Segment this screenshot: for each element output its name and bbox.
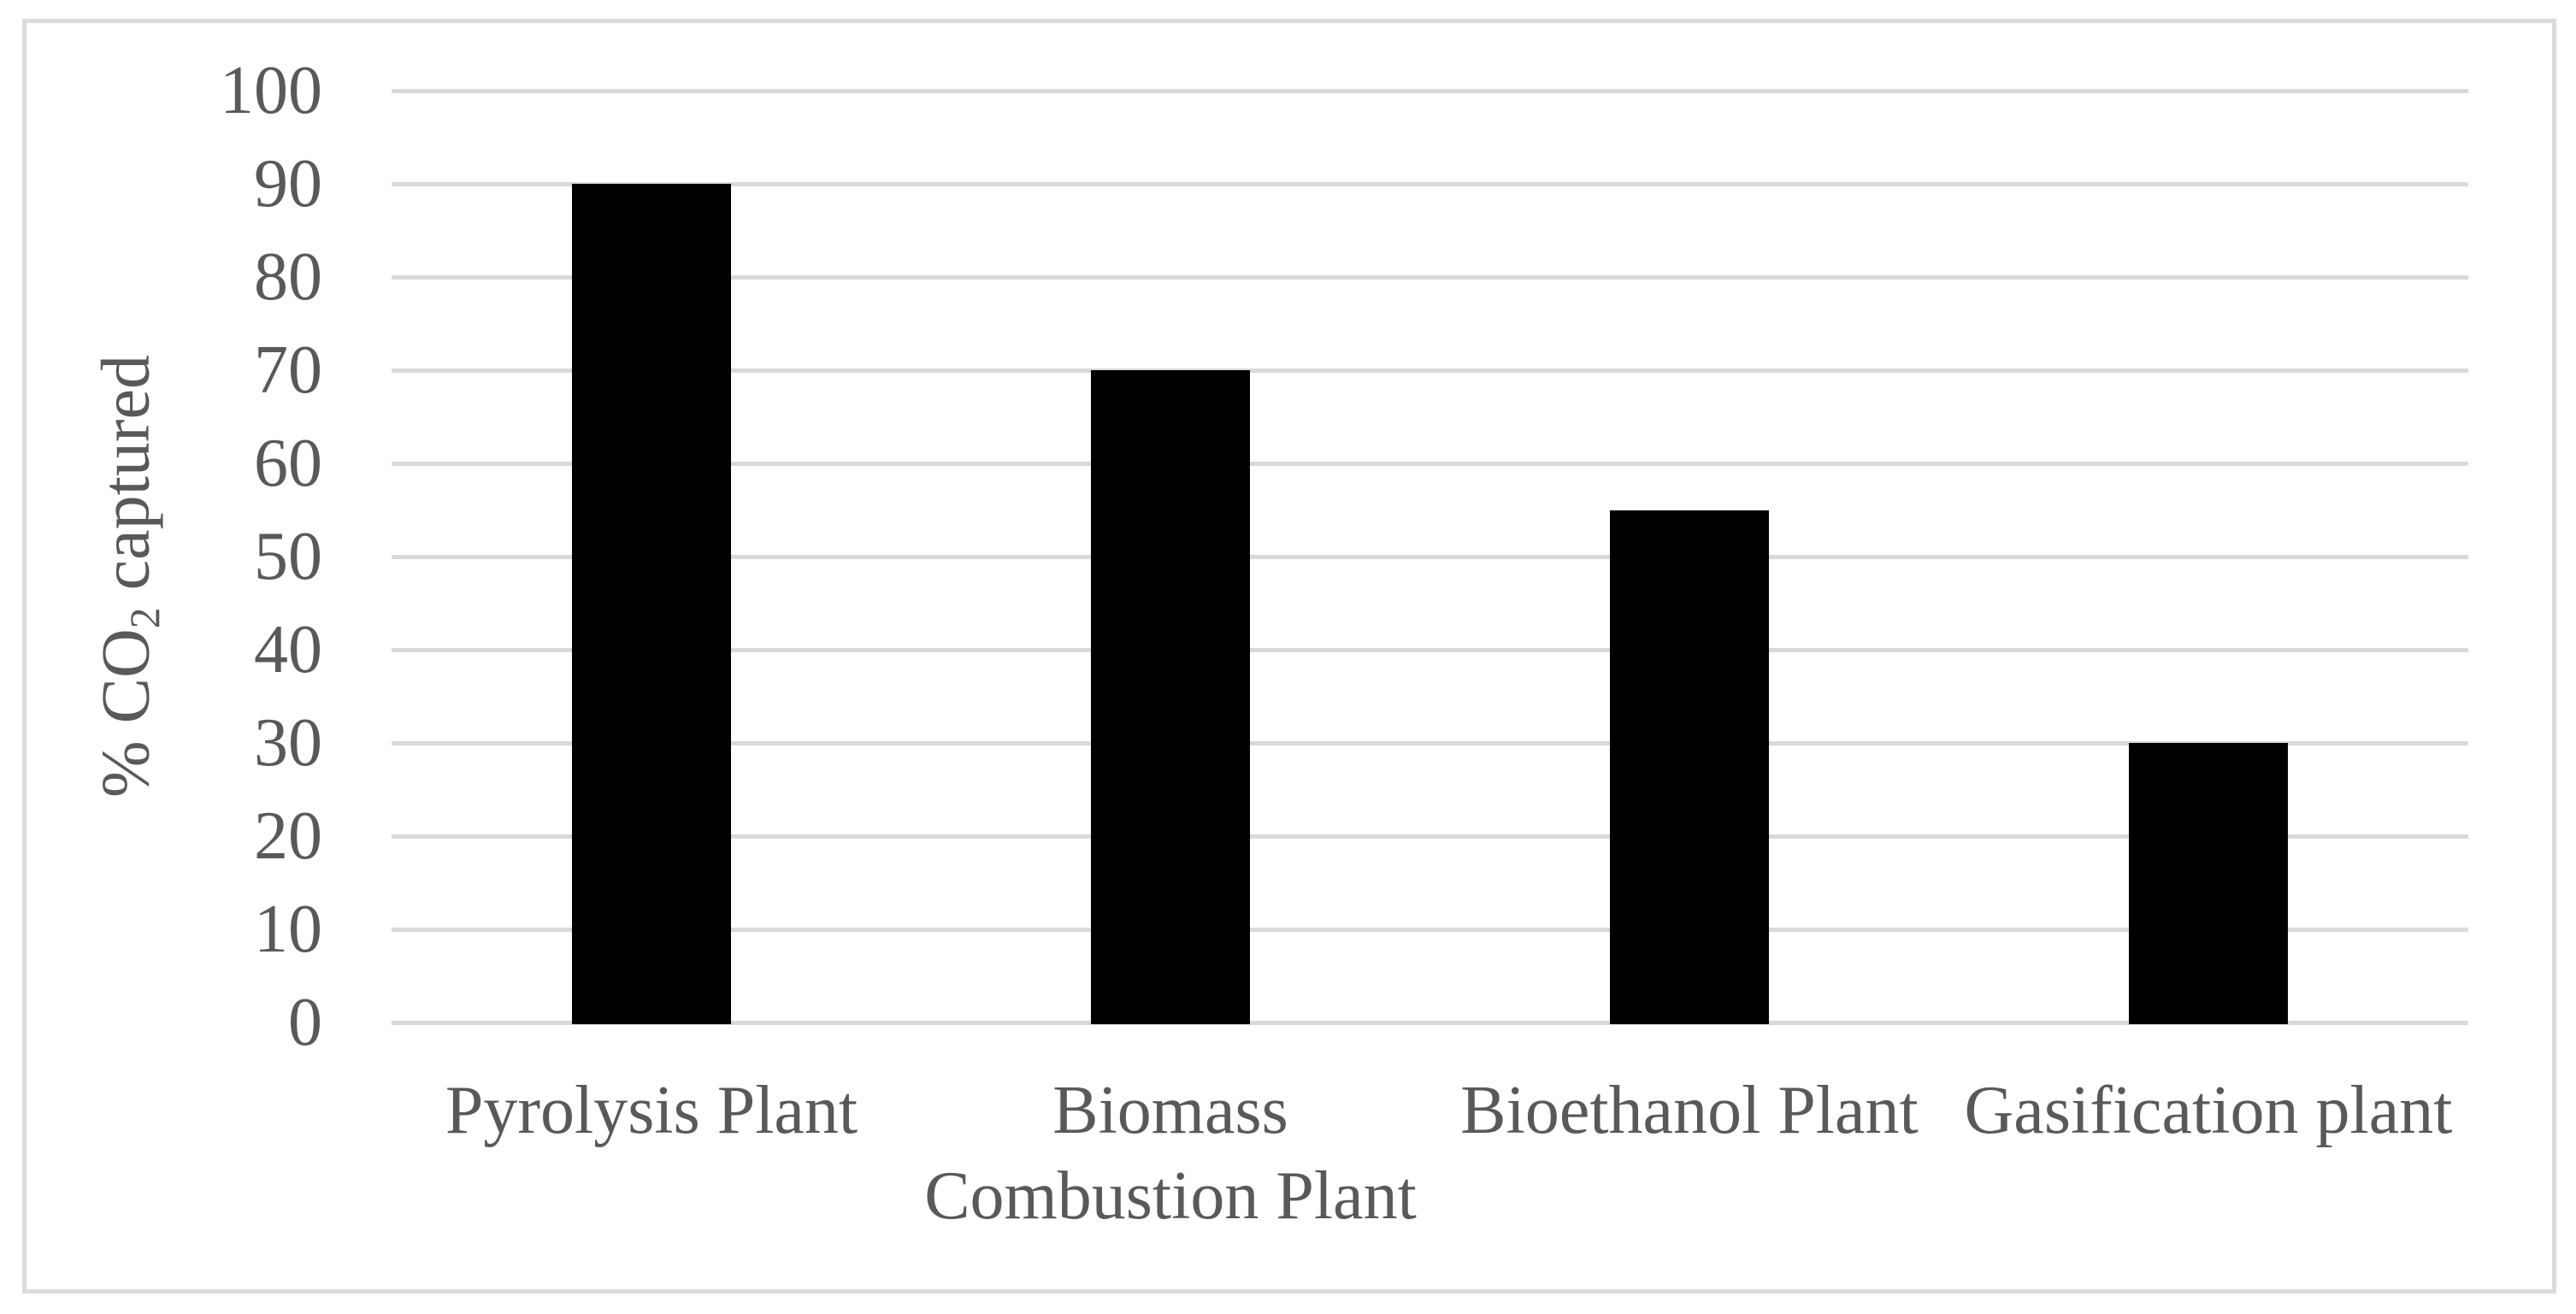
- y-tick-label-90: 90: [254, 146, 322, 221]
- y-tick-label-70: 70: [254, 333, 322, 408]
- y-tick-label-10: 10: [254, 892, 322, 967]
- y-axis-title-subscript: 2: [121, 607, 168, 629]
- bar-gasification-plant: [2129, 743, 2288, 1024]
- gridline-80: [392, 275, 2468, 280]
- gridline-30: [392, 741, 2468, 745]
- y-tick-label-20: 20: [254, 798, 322, 874]
- x-category-label-line: Pyrolysis Plant: [445, 1073, 858, 1148]
- x-category-label-bioethanol-plant: Bioethanol Plant: [1429, 1068, 1949, 1153]
- gridline-0: [392, 1021, 2468, 1025]
- y-tick-label-0: 0: [288, 985, 322, 1060]
- y-axis-title: % CO2 captured: [88, 355, 168, 798]
- x-category-label-biomass-combustion-plant: Biomass Combustion Plant: [911, 1068, 1430, 1239]
- gridline-10: [392, 928, 2468, 932]
- gridline-20: [392, 834, 2468, 839]
- y-tick-label-80: 80: [254, 239, 322, 315]
- y-tick-label-40: 40: [254, 612, 322, 687]
- x-category-label-line: Biomass: [1052, 1073, 1288, 1148]
- plot-area: [392, 89, 2468, 1025]
- x-category-label-gasification-plant: Gasification plant: [1948, 1068, 2468, 1153]
- y-tick-label-50: 50: [254, 519, 322, 594]
- chart-frame-border: [22, 19, 2556, 1293]
- x-category-label-pyrolysis-plant: Pyrolysis Plant: [392, 1068, 911, 1153]
- bar-bioethanol-plant: [1610, 510, 1769, 1024]
- gridline-40: [392, 648, 2468, 652]
- bar-pyrolysis-plant: [572, 184, 731, 1024]
- gridline-90: [392, 182, 2468, 186]
- x-category-label-line: Combustion Plant: [924, 1158, 1417, 1234]
- gridline-50: [392, 555, 2468, 559]
- y-axis-title-prefix: % CO: [88, 628, 164, 798]
- x-category-label-line: Gasification plant: [1964, 1073, 2453, 1148]
- gridline-100: [392, 89, 2468, 93]
- y-tick-label-30: 30: [254, 705, 322, 781]
- y-axis-title-suffix: captured: [88, 355, 164, 608]
- gridline-70: [392, 368, 2468, 373]
- gridline-60: [392, 462, 2468, 466]
- y-tick-label-100: 100: [220, 53, 322, 128]
- bar-biomass-combustion-plant: [1091, 370, 1250, 1024]
- x-category-label-line: Bioethanol Plant: [1460, 1073, 1919, 1148]
- y-tick-label-60: 60: [254, 426, 322, 501]
